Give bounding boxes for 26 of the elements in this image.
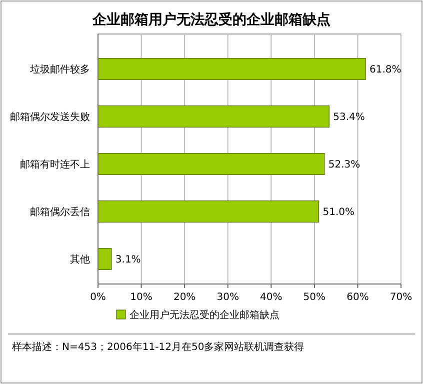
y-tick-label: 其他 [70, 254, 90, 266]
data-label: 3.1% [115, 254, 141, 266]
bar [98, 248, 112, 270]
data-label: 52.3% [328, 160, 360, 170]
y-tick-label: 邮箱偶尔丢信 [30, 206, 90, 218]
x-tick-label: 50% [303, 292, 326, 303]
y-tick-label: 垃圾邮件较多 [29, 63, 90, 76]
x-tick-label: 70% [390, 292, 412, 303]
bar [98, 105, 330, 128]
chart-title: 企业邮箱用户无法忍受的企业邮箱缺点 [92, 11, 330, 28]
data-label: 51.0% [322, 207, 355, 218]
y-tick-label: 邮箱偶尔发送失败 [10, 110, 90, 123]
bar [98, 58, 366, 80]
data-label: 53.4% [333, 112, 365, 123]
x-tick-label: 0% [90, 292, 106, 303]
x-tick-label: 40% [260, 292, 282, 303]
text: 样本描述：N=453；2006年11-12月在50多家网站联机调查获得 [12, 341, 304, 353]
legend-label: 企业用户无法忍受的企业邮箱缺点 [130, 309, 280, 321]
x-tick-label: 30% [216, 292, 239, 303]
x-tick-label: 60% [346, 292, 369, 303]
data-label: 61.8% [370, 64, 402, 76]
bar [98, 200, 320, 223]
x-tick-label: 10% [130, 292, 152, 303]
bar [98, 153, 325, 175]
x-tick-label: 20% [173, 292, 196, 303]
y-tick-label: 邮箱有时连不上 [20, 158, 90, 170]
